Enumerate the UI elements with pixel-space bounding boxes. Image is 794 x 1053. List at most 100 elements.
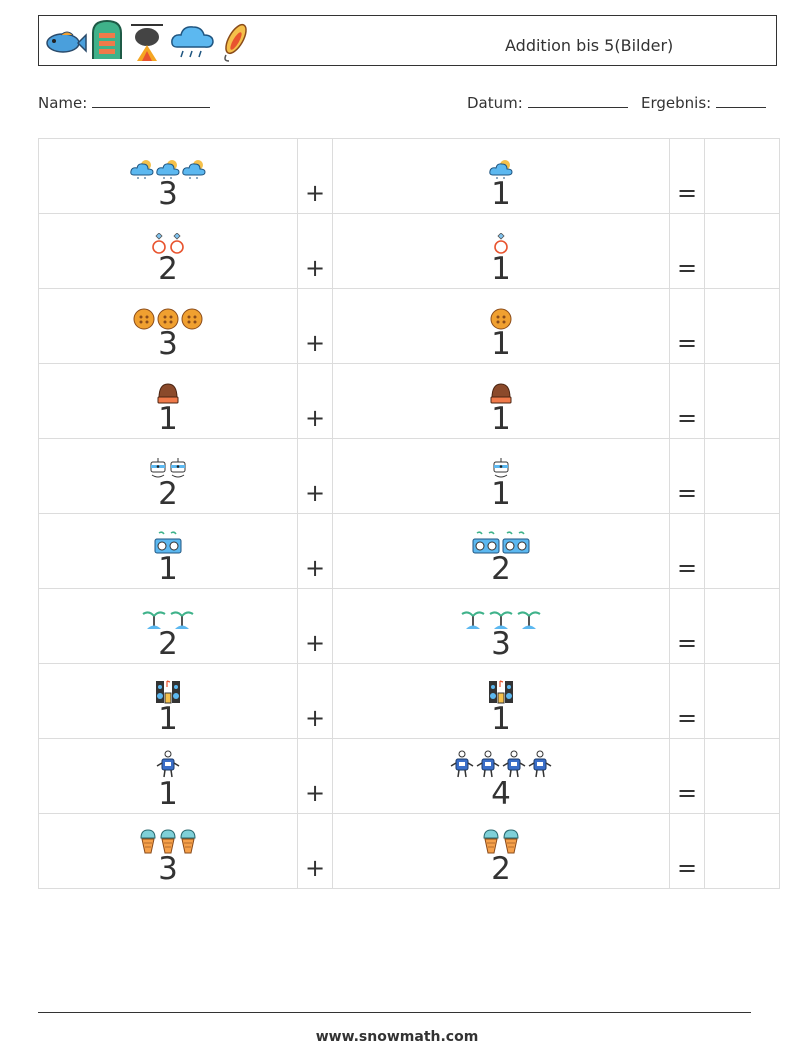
fish-icon	[46, 31, 87, 53]
addend-a-number: 1	[158, 550, 178, 587]
addend-b-cell: 1	[332, 363, 670, 439]
problem-grid: 3 +1 = 2 +1 = 3 +1 = 1 +1 = 2 +1 = 1 +2 = 2 +3 = 1 +1 = 1 +4 = 3 +2 =	[38, 138, 780, 889]
addend-a-cell: 3	[38, 288, 298, 364]
island-icon	[488, 608, 514, 630]
button-icon	[181, 308, 203, 330]
addend-b-number: 1	[491, 400, 511, 437]
addend-b-number: 1	[491, 175, 511, 212]
robot-icon	[492, 457, 510, 480]
worksheet-title: Addition bis 5(Bilder)	[505, 36, 674, 55]
name-blank[interactable]	[92, 93, 211, 108]
ice-cream-icon	[482, 828, 500, 855]
ring-icon	[151, 232, 167, 255]
addend-b-cell: 3	[332, 588, 670, 664]
hat-icon	[489, 382, 513, 405]
plus-cell: +	[297, 513, 333, 589]
plus-sign: +	[304, 854, 326, 882]
problem-row: 1 +2 =	[38, 513, 780, 589]
answer-cell[interactable]	[704, 438, 780, 514]
addend-b-cell: 1	[332, 288, 670, 364]
addend-a-pictures	[39, 456, 297, 480]
addend-a-pictures	[39, 306, 297, 330]
addend-b-number: 2	[491, 550, 511, 587]
addend-b-number: 1	[491, 475, 511, 512]
addend-b-number: 4	[491, 775, 511, 812]
ring-icon	[493, 232, 509, 255]
addend-a-pictures	[39, 381, 297, 405]
addend-a-cell: 3	[38, 138, 298, 214]
plus-sign: +	[304, 254, 326, 282]
problem-row: 2 +1 =	[38, 438, 780, 514]
problem-row: 1 +4 =	[38, 738, 780, 814]
robot-toy-icon	[528, 750, 552, 780]
robot-toy-icon	[156, 750, 180, 780]
equals-cell: =	[669, 288, 705, 364]
equals-sign: =	[676, 479, 698, 507]
problem-row: 3 +1 =	[38, 288, 780, 364]
equals-sign: =	[676, 179, 698, 207]
plus-cell: +	[297, 663, 333, 739]
hat-icon	[156, 382, 180, 405]
worksheet-header: Addition bis 5(Bilder)	[38, 15, 777, 66]
problem-row: 3 +2 =	[38, 813, 780, 889]
equals-cell: =	[669, 138, 705, 214]
addend-a-pictures	[39, 156, 297, 180]
equals-sign: =	[676, 329, 698, 357]
name-field: Name:	[38, 93, 211, 112]
addend-a-cell: 1	[38, 513, 298, 589]
equals-cell: =	[669, 663, 705, 739]
plus-sign: +	[304, 779, 326, 807]
addend-b-number: 1	[491, 700, 511, 737]
boombox-icon	[154, 530, 182, 555]
footer-url: www.snowmath.com	[315, 1029, 479, 1045]
answer-cell[interactable]	[704, 738, 780, 814]
answer-cell[interactable]	[704, 288, 780, 364]
addend-b-pictures	[333, 231, 669, 255]
addend-b-pictures	[333, 456, 669, 480]
answer-cell[interactable]	[704, 588, 780, 664]
problem-row: 1 +1 =	[38, 363, 780, 439]
plus-cell: +	[297, 588, 333, 664]
plus-cell: +	[297, 138, 333, 214]
speakers-icon	[488, 679, 514, 705]
addend-b-cell: 2	[332, 813, 670, 889]
answer-cell[interactable]	[704, 138, 780, 214]
equals-cell: =	[669, 813, 705, 889]
equals-cell: =	[669, 513, 705, 589]
addend-b-pictures	[333, 828, 669, 855]
plus-sign: +	[304, 554, 326, 582]
button-icon	[133, 308, 155, 330]
addend-a-pictures	[39, 606, 297, 630]
addend-a-pictures	[39, 750, 297, 780]
addend-b-cell: 1	[332, 138, 670, 214]
date-label: Datum:	[467, 94, 523, 112]
result-blank[interactable]	[715, 93, 766, 108]
answer-cell[interactable]	[704, 813, 780, 889]
addend-b-pictures	[333, 381, 669, 405]
addend-a-cell: 2	[38, 213, 298, 289]
plus-cell: +	[297, 288, 333, 364]
addend-b-cell: 2	[332, 513, 670, 589]
equals-sign: =	[676, 404, 698, 432]
addend-a-pictures	[39, 530, 297, 555]
answer-cell[interactable]	[704, 213, 780, 289]
plus-sign: +	[304, 479, 326, 507]
addend-a-number: 3	[158, 850, 178, 887]
date-blank[interactable]	[527, 93, 628, 108]
addend-a-pictures	[39, 679, 297, 705]
answer-cell[interactable]	[704, 663, 780, 739]
plus-sign: +	[304, 704, 326, 732]
plus-cell: +	[297, 363, 333, 439]
plus-sign: +	[304, 329, 326, 357]
ring-icon	[169, 232, 185, 255]
weather-cloud-icon	[130, 158, 154, 180]
addend-a-pictures	[39, 828, 297, 855]
answer-cell[interactable]	[704, 363, 780, 439]
answer-cell[interactable]	[704, 513, 780, 589]
plus-sign: +	[304, 404, 326, 432]
addend-a-cell: 2	[38, 438, 298, 514]
equals-cell: =	[669, 213, 705, 289]
addend-a-number: 2	[158, 475, 178, 512]
island-icon	[141, 608, 167, 630]
addend-a-number: 2	[158, 250, 178, 287]
